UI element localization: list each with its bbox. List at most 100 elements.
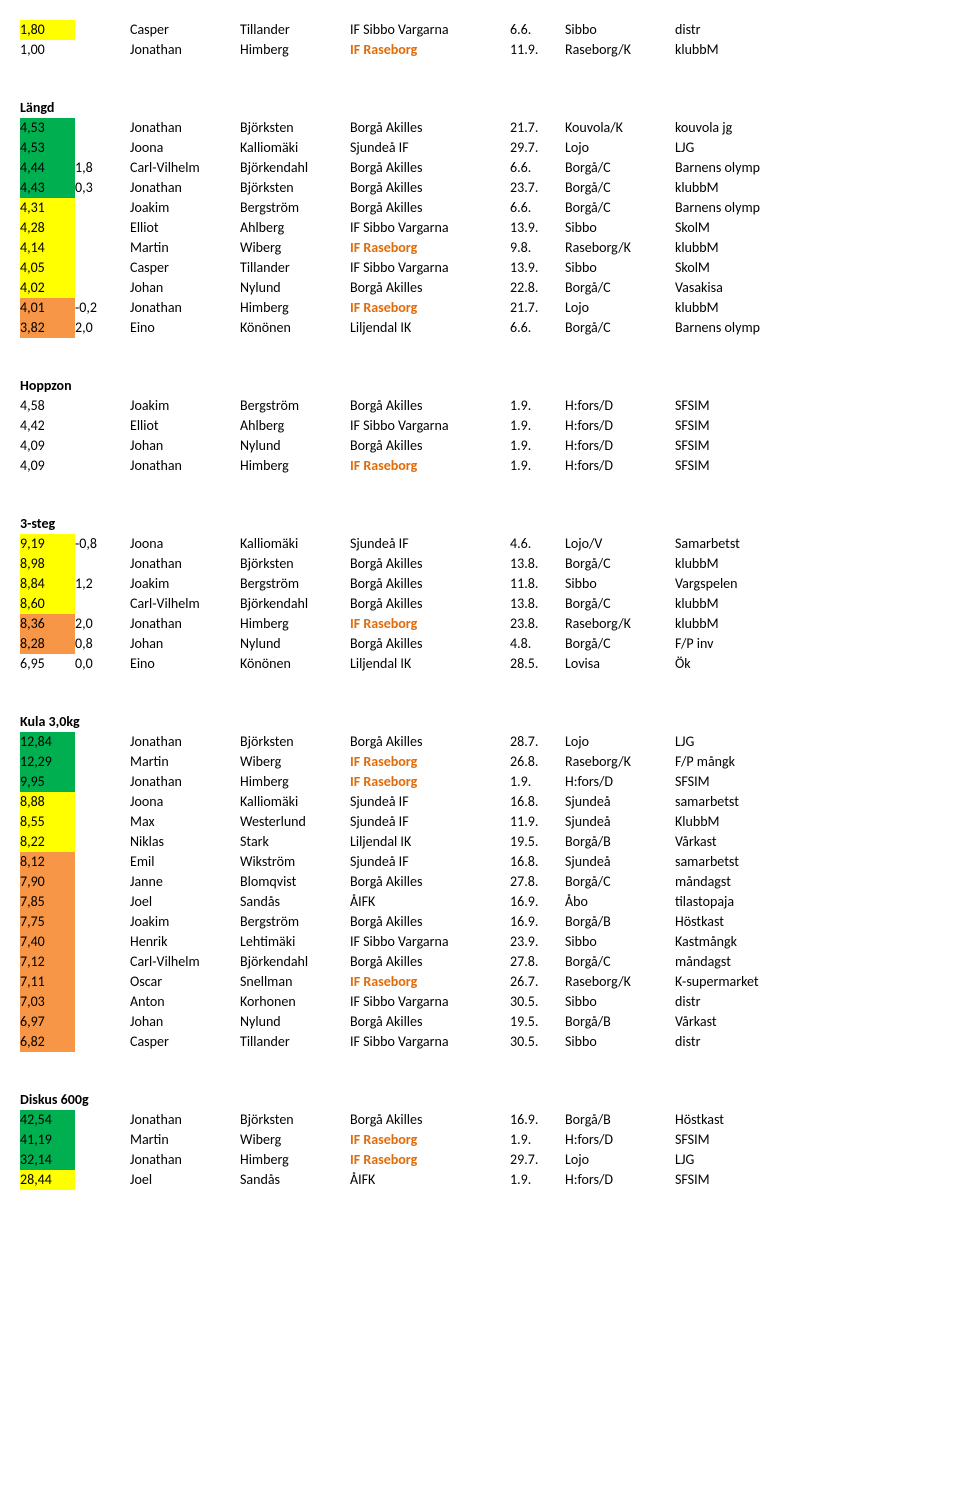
first-name: Jonathan — [130, 298, 240, 318]
event: K-supermarket — [675, 972, 815, 992]
result-row: 4,53JonathanBjörkstenBorgå Akilles21.7.K… — [20, 118, 940, 138]
wind-cell — [75, 1110, 130, 1130]
mark-cell: 8,98 — [20, 554, 75, 574]
club: Sjundeå IF — [350, 138, 510, 158]
place: Sibbo — [565, 574, 675, 594]
wind-cell: 0,0 — [75, 654, 130, 674]
event: måndagst — [675, 952, 815, 972]
wind-cell — [75, 40, 130, 60]
mark-cell: 42,54 — [20, 1110, 75, 1130]
mark-cell: 1,80 — [20, 20, 75, 40]
place: Lojo — [565, 1150, 675, 1170]
wind-cell — [75, 594, 130, 614]
place: Lojo — [565, 138, 675, 158]
first-name: Joona — [130, 792, 240, 812]
place: Sjundeå — [565, 792, 675, 812]
last-name: Wiberg — [240, 238, 350, 258]
wind-cell — [75, 198, 130, 218]
first-name: Casper — [130, 258, 240, 278]
result-row: 7,12Carl-VilhelmBjörkendahlBorgå Akilles… — [20, 952, 940, 972]
last-name: Kalliomäki — [240, 534, 350, 554]
mark-cell: 3,82 — [20, 318, 75, 338]
date: 23.8. — [510, 614, 565, 634]
place: Borgå/C — [565, 178, 675, 198]
first-name: Joakim — [130, 574, 240, 594]
date: 6.6. — [510, 198, 565, 218]
date: 27.8. — [510, 952, 565, 972]
wind-cell — [75, 792, 130, 812]
wind-cell — [75, 456, 130, 476]
club: Borgå Akilles — [350, 198, 510, 218]
result-row: 41,19MartinWibergIF Raseborg1.9.H:fors/D… — [20, 1130, 940, 1150]
result-row: 8,22NiklasStarkLiljendal IK19.5.Borgå/BV… — [20, 832, 940, 852]
last-name: Björksten — [240, 118, 350, 138]
last-name: Ahlberg — [240, 416, 350, 436]
place: Sibbo — [565, 1032, 675, 1052]
event: klubbM — [675, 614, 815, 634]
first-name: Emil — [130, 852, 240, 872]
club: Liljendal IK — [350, 318, 510, 338]
mark-cell: 8,36 — [20, 614, 75, 634]
first-name: Eino — [130, 318, 240, 338]
wind-cell: 2,0 — [75, 318, 130, 338]
result-row: 4,14MartinWibergIF Raseborg9.8.Raseborg/… — [20, 238, 940, 258]
first-name: Johan — [130, 436, 240, 456]
result-row: 7,75JoakimBergströmBorgå Akilles16.9.Bor… — [20, 912, 940, 932]
result-row: 4,02JohanNylundBorgå Akilles22.8.Borgå/C… — [20, 278, 940, 298]
place: Sibbo — [565, 218, 675, 238]
mark-cell: 7,75 — [20, 912, 75, 932]
mark-cell: 9,19 — [20, 534, 75, 554]
last-name: Tillander — [240, 20, 350, 40]
first-name: Elliot — [130, 218, 240, 238]
event: Vårkast — [675, 832, 815, 852]
club: Borgå Akilles — [350, 118, 510, 138]
wind-cell — [75, 554, 130, 574]
last-name: Könönen — [240, 318, 350, 338]
mark-cell: 4,02 — [20, 278, 75, 298]
club: IF Sibbo Vargarna — [350, 218, 510, 238]
mark-cell: 4,14 — [20, 238, 75, 258]
wind-cell — [75, 396, 130, 416]
first-name: Joakim — [130, 198, 240, 218]
results-document: 1,80CasperTillanderIF Sibbo Vargarna6.6.… — [20, 20, 940, 1190]
place: H:fors/D — [565, 456, 675, 476]
date: 11.9. — [510, 40, 565, 60]
mark-cell: 4,31 — [20, 198, 75, 218]
event: LJG — [675, 732, 815, 752]
result-row: 8,12EmilWikströmSjundeå IF16.8.Sjundeåsa… — [20, 852, 940, 872]
date: 6.6. — [510, 20, 565, 40]
club: IF Raseborg — [350, 772, 510, 792]
place: H:fors/D — [565, 436, 675, 456]
mark-cell: 32,14 — [20, 1150, 75, 1170]
first-name: Joona — [130, 138, 240, 158]
event: SFSIM — [675, 772, 815, 792]
mark-cell: 4,58 — [20, 396, 75, 416]
first-name: Jonathan — [130, 554, 240, 574]
date: 1.9. — [510, 416, 565, 436]
place: H:fors/D — [565, 1170, 675, 1190]
mark-cell: 6,97 — [20, 1012, 75, 1032]
last-name: Kalliomäki — [240, 792, 350, 812]
last-name: Björksten — [240, 554, 350, 574]
club: IF Raseborg — [350, 972, 510, 992]
place: Borgå/C — [565, 634, 675, 654]
event: tilastopaja — [675, 892, 815, 912]
place: Sibbo — [565, 20, 675, 40]
last-name: Björkendahl — [240, 594, 350, 614]
event: Barnens olymp — [675, 158, 815, 178]
first-name: Joakim — [130, 396, 240, 416]
result-row: 1,80CasperTillanderIF Sibbo Vargarna6.6.… — [20, 20, 940, 40]
event: distr — [675, 1032, 815, 1052]
date: 23.9. — [510, 932, 565, 952]
club: Borgå Akilles — [350, 1110, 510, 1130]
club: IF Sibbo Vargarna — [350, 932, 510, 952]
event: samarbetst — [675, 852, 815, 872]
first-name: Martin — [130, 752, 240, 772]
mark-cell: 8,60 — [20, 594, 75, 614]
wind-cell — [75, 416, 130, 436]
last-name: Björksten — [240, 732, 350, 752]
date: 11.8. — [510, 574, 565, 594]
event: Vargspelen — [675, 574, 815, 594]
first-name: Elliot — [130, 416, 240, 436]
section-title: Diskus 600g — [20, 1090, 940, 1110]
